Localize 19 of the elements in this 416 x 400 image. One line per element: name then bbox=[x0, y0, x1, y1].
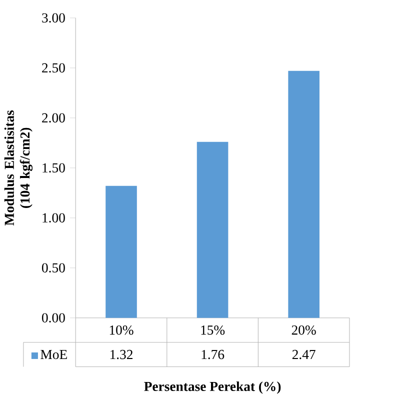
x-tick-label: 15% bbox=[201, 325, 225, 335]
legend-label: MoE bbox=[40, 350, 67, 360]
y-tick-label: 2.00 bbox=[42, 113, 65, 123]
x-tick-label: 20% bbox=[292, 325, 316, 335]
y-axis-title: Modulus Elastisitas (104 kgf/cm2) bbox=[4, 110, 33, 226]
bar bbox=[288, 70, 320, 318]
bar bbox=[196, 142, 228, 318]
data-label: 1.76 bbox=[202, 350, 224, 360]
y-tick-label: 0.00 bbox=[42, 313, 65, 322]
y-tick-label: 3.00 bbox=[42, 13, 65, 23]
x-axis-title: Persentase Perekat (%) bbox=[144, 381, 281, 394]
y-tick-label: 1.00 bbox=[42, 213, 65, 223]
bar bbox=[106, 186, 137, 318]
y-tick-label: 2.50 bbox=[42, 63, 65, 73]
data-label: 2.47 bbox=[292, 350, 316, 360]
data-label: 1.32 bbox=[110, 350, 132, 360]
y-tick-label: 0.50 bbox=[42, 263, 65, 273]
y-tick-label: 1.50 bbox=[42, 163, 65, 173]
x-tick-label: 10% bbox=[110, 325, 134, 335]
